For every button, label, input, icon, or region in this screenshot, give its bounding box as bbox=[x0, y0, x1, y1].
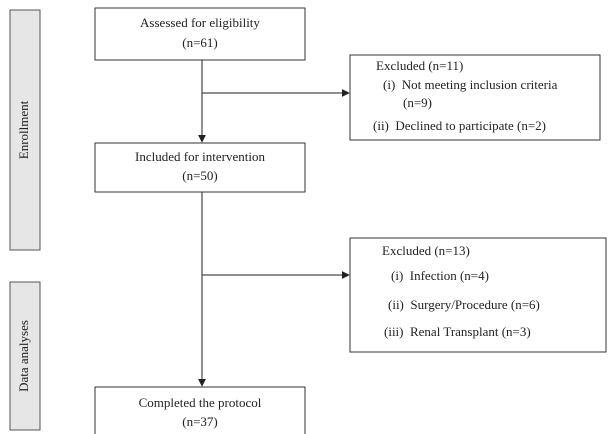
side-label: Enrollment bbox=[16, 100, 31, 159]
box bbox=[94, 7, 306, 61]
excluded-item: (i) Not meeting inclusion criteria bbox=[383, 77, 558, 92]
excluded-box bbox=[349, 237, 607, 353]
side-label: Data analyses bbox=[16, 320, 31, 392]
excluded-item: (ii) Surgery/Procedure (n=6) bbox=[388, 297, 540, 312]
box-text: (n=50) bbox=[182, 168, 218, 183]
box-text: Included for intervention bbox=[135, 149, 265, 164]
excluded-title: Excluded (n=13) bbox=[382, 243, 470, 258]
box-text: Assessed for eligibility bbox=[140, 15, 260, 30]
box bbox=[94, 142, 306, 193]
box-text: Completed the protocol bbox=[139, 395, 262, 410]
excluded-title: Excluded (n=11) bbox=[376, 58, 463, 73]
box-text: (n=61) bbox=[182, 35, 218, 50]
excluded-box bbox=[349, 54, 601, 141]
excluded-item: (i) Infection (n=4) bbox=[391, 268, 489, 283]
excluded-item: (n=9) bbox=[403, 95, 432, 110]
excluded-item: (iii) Renal Transplant (n=3) bbox=[384, 324, 531, 339]
enrollment-band bbox=[9, 9, 41, 251]
analysis-band bbox=[9, 281, 41, 431]
box bbox=[94, 386, 306, 434]
excluded-item: (ii) Declined to participate (n=2) bbox=[373, 118, 546, 133]
box-text: (n=37) bbox=[182, 414, 218, 429]
